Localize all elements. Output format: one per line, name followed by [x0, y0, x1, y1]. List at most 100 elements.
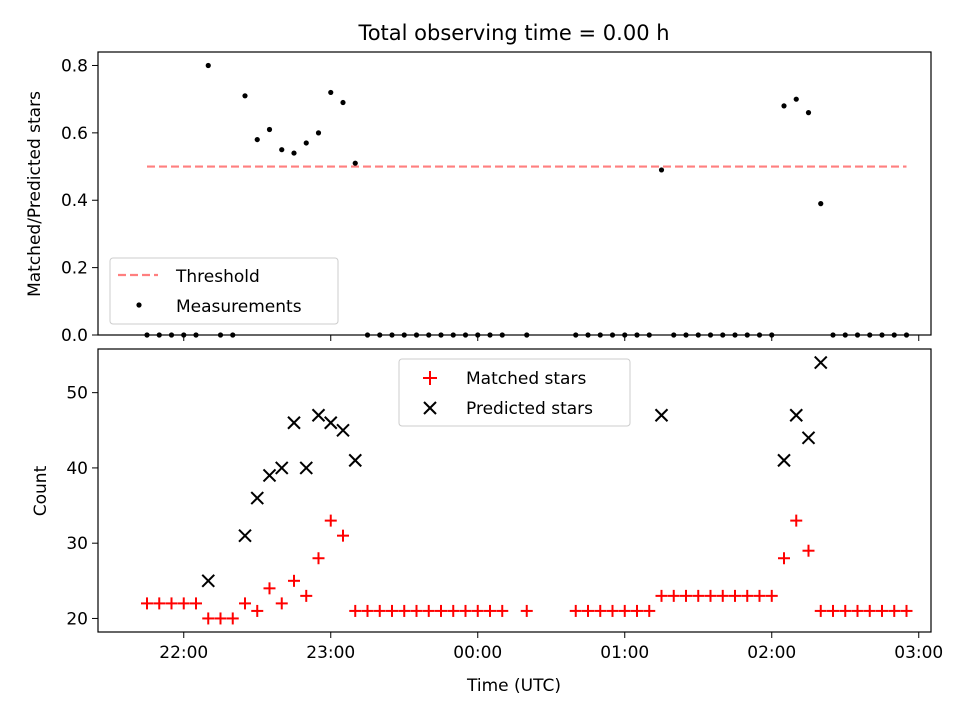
x-tick-label: 22:00	[159, 643, 208, 663]
matched-star-point	[888, 604, 901, 617]
measurements-legend-swatch	[136, 302, 142, 308]
count-legend-box	[398, 358, 631, 427]
measurement-point	[205, 62, 211, 69]
matched-star-point	[716, 589, 729, 602]
measurement-point	[279, 147, 285, 153]
predicted-star-point	[275, 461, 289, 475]
predicted-star-point	[250, 491, 264, 505]
count-y-axis: 20 30 40 50	[66, 384, 98, 629]
predicted-star-point	[324, 416, 338, 430]
ratio-legend: Threshold Measurements	[109, 257, 339, 325]
figure-title: Total observing time = 0.00 h	[357, 21, 669, 45]
predicted-star-point	[348, 453, 362, 468]
y-tick-label: 50	[66, 384, 88, 404]
matched-star-point	[790, 514, 803, 527]
matched-star-point	[153, 597, 166, 610]
predicted-star-point	[299, 461, 313, 475]
matched-star-point	[802, 544, 815, 557]
matched-star-point	[202, 612, 215, 625]
matched-star-point	[337, 529, 349, 542]
matched-star-point	[165, 597, 178, 610]
measurement-point	[352, 160, 358, 166]
matched-star-point	[275, 597, 288, 610]
predicted-star-point	[262, 468, 277, 483]
y-tick-label: 40	[66, 459, 88, 479]
x-tick-label: 23:00	[306, 643, 355, 663]
matched-star-point	[398, 604, 411, 617]
matched-star-point	[863, 604, 876, 617]
x-tick-label: 00:00	[453, 643, 502, 663]
matched-star-point	[177, 597, 190, 610]
measurement-point	[340, 99, 346, 106]
matched-star-point	[839, 604, 852, 617]
matched-star-point	[324, 514, 337, 527]
matched-star-point	[618, 604, 631, 617]
predicted-star-point	[201, 574, 215, 588]
matched-star-point	[569, 604, 582, 617]
matched-star-point	[606, 604, 619, 617]
predicted-star-point	[311, 408, 326, 422]
matched-star-point	[447, 604, 460, 617]
predicted-star-point	[814, 355, 828, 370]
matched-star-point	[300, 589, 313, 602]
x-axis-label: Time (UTC)	[466, 676, 561, 696]
matched-star-point	[141, 597, 153, 610]
matched-star-point	[435, 604, 447, 617]
matched-legend-swatch	[423, 371, 437, 385]
matched-star-point	[594, 604, 607, 617]
matched-star-point	[361, 604, 374, 617]
matched-star-point	[349, 604, 362, 617]
measurement-point	[315, 130, 322, 136]
count-y-label: Count	[31, 465, 51, 516]
count-axes-frame	[97, 348, 932, 633]
predicted-star-point	[336, 423, 350, 437]
matched-star-point	[643, 604, 656, 617]
matched-star-point	[900, 604, 913, 617]
matched-star-point	[582, 604, 594, 617]
count-legend: Matched stars Predicted stars	[398, 358, 631, 427]
predicted-star-point	[238, 528, 252, 543]
y-tick-label: 0.8	[61, 56, 88, 76]
matched-star-point	[753, 589, 766, 602]
matched-star-point	[692, 589, 705, 602]
matched-star-point	[312, 552, 325, 565]
matched-star-point	[471, 604, 484, 617]
predicted-star-point	[287, 416, 301, 430]
matched-star-point	[814, 604, 827, 617]
matched-star-point	[190, 597, 202, 610]
matched-star-point	[263, 582, 276, 595]
measurement-point	[793, 96, 799, 102]
predicted-star-point	[801, 431, 816, 445]
matched-star-point	[422, 604, 435, 617]
predicted-legend-swatch	[423, 401, 437, 415]
y-tick-label: 20	[66, 609, 88, 629]
predicted-star-point	[777, 453, 791, 468]
matched-star-point	[631, 604, 643, 617]
y-tick-label: 30	[66, 534, 88, 554]
count-x-axis: 22:00 23:00 00:00 01:00 02:00 03:00	[159, 632, 943, 663]
ratio-legend-box	[109, 257, 339, 325]
ratio-y-label: Matched/Predicted stars	[25, 91, 45, 297]
measurement-point	[242, 93, 248, 99]
measurement-point	[266, 126, 273, 133]
matched-star-point	[496, 604, 509, 617]
measurement-point	[303, 140, 309, 146]
predicted-legend-label: Predicted stars	[466, 399, 593, 419]
measurement-point	[291, 150, 297, 156]
matched-star-point	[373, 604, 386, 617]
ratio-x-axis	[183, 335, 920, 341]
matched-legend-label: Matched stars	[466, 369, 586, 389]
matched-star-point	[778, 552, 790, 565]
matched-star-point	[520, 604, 533, 617]
matched-star-point	[459, 604, 472, 617]
matched-star-point	[667, 589, 680, 602]
matched-star-point	[239, 597, 251, 610]
ratio-panel: 0.00.20.40.60.8 Matched/Predicted stars …	[25, 51, 932, 346]
measurement-point	[805, 110, 812, 116]
measurement-point	[781, 103, 787, 109]
matched-star-point	[704, 589, 717, 602]
measurement-point	[254, 136, 260, 143]
matched-star-point	[484, 604, 496, 617]
